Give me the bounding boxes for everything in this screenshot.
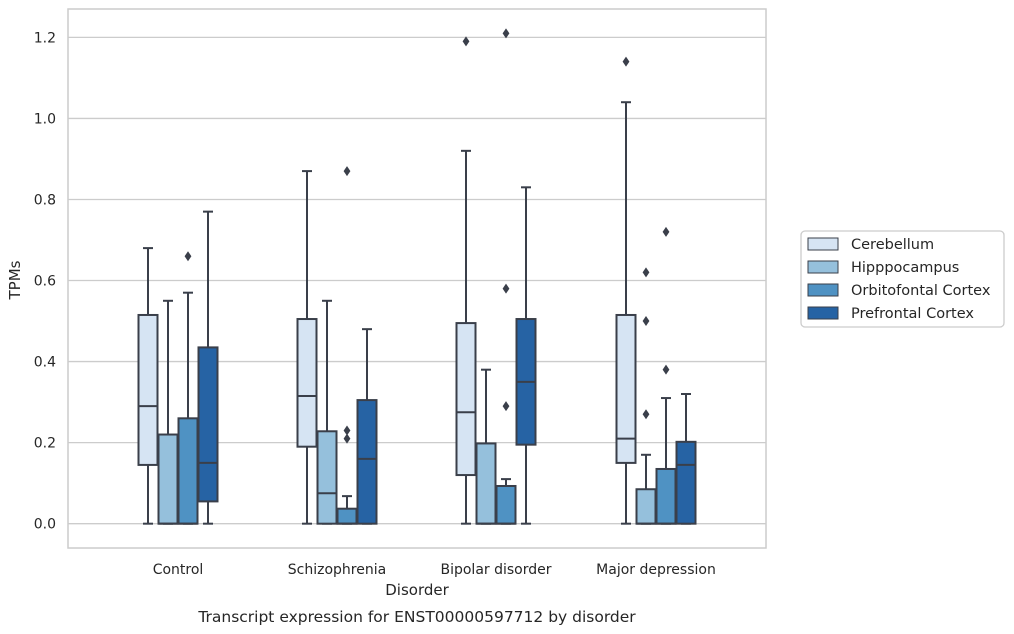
box-iqr — [197, 346, 219, 503]
box-3-0 — [615, 56, 637, 525]
y-axis-label: TPMs — [6, 260, 24, 300]
outlier-point — [642, 316, 650, 327]
outlier-point — [642, 267, 650, 278]
box-2-2 — [495, 28, 517, 525]
y-axis-ticks: 0.0 0.2 0.4 0.6 0.8 1.0 1.2 — [34, 30, 56, 532]
box-3-3 — [675, 393, 697, 525]
box-iqr — [336, 507, 358, 525]
legend-swatch — [807, 283, 839, 297]
box-1-3 — [356, 328, 378, 525]
box-iqr — [296, 318, 318, 448]
legend-label: Hipppocampus — [851, 260, 959, 276]
boxes — [137, 28, 697, 525]
plot-area-frame — [67, 8, 767, 549]
box-1-0 — [296, 170, 318, 525]
x-tick-label: Schizophrenia — [288, 562, 386, 578]
box-iqr — [316, 430, 338, 525]
x-tick-label: Bipolar disorder — [440, 562, 551, 578]
y-tick-label: 1.0 — [34, 111, 56, 127]
box-iqr — [635, 488, 657, 525]
box-iqr — [455, 322, 477, 477]
box-2-0 — [455, 36, 477, 525]
outlier-point — [642, 409, 650, 420]
legend-label: Cerebellum — [851, 237, 934, 253]
outlier-point — [462, 36, 470, 47]
box-iqr — [157, 433, 179, 525]
legend-label: Prefrontal Cortex — [851, 306, 974, 322]
box-iqr — [615, 313, 637, 464]
legend-swatch — [807, 306, 839, 320]
y-tick-label: 1.2 — [34, 30, 56, 46]
x-axis-ticks: Control Schizophrenia Bipolar disorder Majo… — [153, 562, 716, 578]
legend-frame — [800, 230, 1005, 328]
box-2-1 — [475, 368, 497, 525]
outlier-point — [622, 56, 630, 67]
legend-swatch — [807, 260, 839, 274]
box-iqr — [655, 467, 677, 525]
outlier-point — [184, 251, 192, 262]
outlier-point — [502, 401, 510, 412]
box-0-0 — [137, 247, 159, 525]
legend-swatch — [807, 237, 839, 251]
y-tick-label: 0.6 — [34, 274, 56, 290]
box-2-3 — [515, 186, 537, 525]
y-tick-label: 0.2 — [34, 436, 56, 452]
box-3-2 — [655, 226, 677, 525]
box-iqr — [356, 399, 378, 525]
x-tick-label: Major depression — [596, 562, 716, 578]
y-tick-label: 0.0 — [34, 517, 56, 533]
outlier-point — [343, 166, 351, 177]
box-iqr — [475, 442, 497, 525]
outlier-point — [662, 364, 670, 375]
outlier-point — [343, 425, 351, 436]
box-1-2 — [336, 166, 358, 525]
outlier-point — [502, 28, 510, 39]
box-iqr — [137, 313, 159, 466]
box-0-1 — [157, 299, 179, 525]
box-3-1 — [635, 267, 657, 525]
box-0-3 — [197, 210, 219, 525]
y-tick-label: 0.4 — [34, 355, 56, 371]
outlier-point — [502, 283, 510, 294]
box-0-2 — [177, 251, 199, 525]
chart-caption: Transcript expression for ENST0000059771… — [197, 608, 636, 626]
outlier-point — [343, 433, 351, 444]
outlier-point — [662, 226, 670, 237]
y-tick-label: 0.8 — [34, 192, 56, 208]
box-1-1 — [316, 299, 338, 525]
legend-label: Orbitofontal Cortex — [851, 283, 991, 299]
box-iqr — [495, 484, 517, 525]
x-axis-label: Disorder — [385, 581, 449, 599]
x-tick-label: Control — [153, 562, 204, 578]
legend: Cerebellum Hipppocampus Orbitofontal Corte… — [800, 230, 1005, 328]
box-iqr — [675, 440, 697, 525]
box-iqr — [177, 417, 199, 525]
